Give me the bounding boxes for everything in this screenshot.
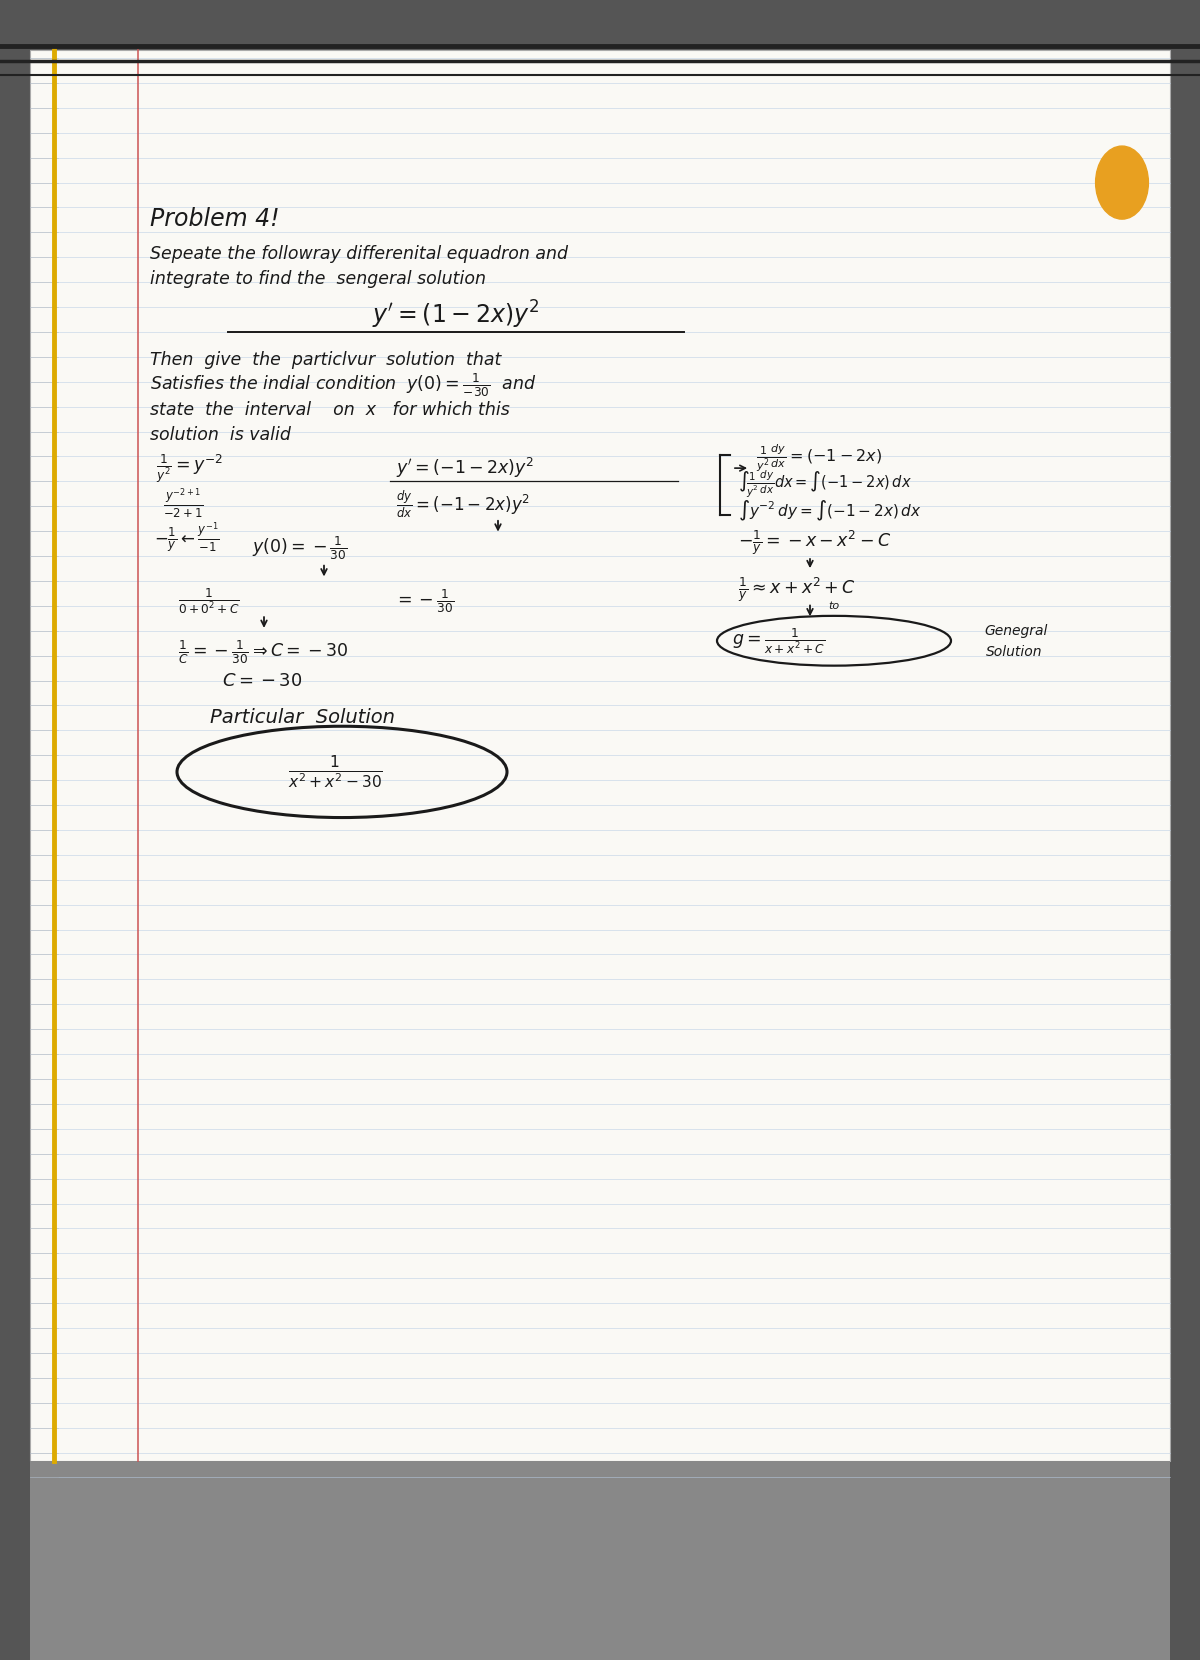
Circle shape	[1096, 146, 1148, 219]
Text: $\frac{1}{y} \approx x + x^2 + C$: $\frac{1}{y} \approx x + x^2 + C$	[738, 574, 856, 604]
Text: solution  is valid: solution is valid	[150, 427, 290, 443]
FancyBboxPatch shape	[30, 1461, 1170, 1660]
Text: $\frac{1}{0 + 0^2 + C}$: $\frac{1}{0 + 0^2 + C}$	[178, 586, 239, 616]
Text: Genegral: Genegral	[984, 624, 1048, 637]
Text: Particular  Solution: Particular Solution	[210, 707, 395, 727]
Text: integrate to find the  sengeral solution: integrate to find the sengeral solution	[150, 271, 486, 287]
Text: to: to	[828, 601, 839, 611]
FancyBboxPatch shape	[30, 50, 1170, 1461]
Text: $\frac{1}{x^2 + x^2 - 30}$: $\frac{1}{x^2 + x^2 - 30}$	[288, 754, 383, 790]
Text: $\frac{1}{C} = -\frac{1}{30}  \Rightarrow  C = -30$: $\frac{1}{C} = -\frac{1}{30} \Rightarrow…	[178, 639, 348, 666]
Text: $\frac{1}{y^2}\frac{dy}{dx} = (-1-2x)$: $\frac{1}{y^2}\frac{dy}{dx} = (-1-2x)$	[756, 442, 882, 475]
Text: $C = -30$: $C = -30$	[222, 672, 302, 689]
Text: $\int\!\frac{1}{y^2}\frac{dy}{dx}dx = \int(-1-2x)\,dx$: $\int\!\frac{1}{y^2}\frac{dy}{dx}dx = \i…	[738, 470, 912, 500]
Text: $\frac{y^{-2+1}}{-2+1}$: $\frac{y^{-2+1}}{-2+1}$	[163, 486, 204, 520]
Text: $= -\frac{1}{30}$: $= -\frac{1}{30}$	[394, 588, 454, 614]
Text: Sepeate the followray differenital equadron and: Sepeate the followray differenital equad…	[150, 246, 568, 262]
Text: Problem 4!: Problem 4!	[150, 208, 280, 231]
Text: $y(0) = -\frac{1}{30}$: $y(0) = -\frac{1}{30}$	[252, 535, 348, 561]
Text: $g = \frac{1}{x + x^2 + C}$: $g = \frac{1}{x + x^2 + C}$	[732, 626, 826, 656]
Text: $y' = (-1-2x)y^2$: $y' = (-1-2x)y^2$	[396, 457, 534, 480]
Text: $-\frac{1}{y} \leftarrow \frac{y^{-1}}{-1}$: $-\frac{1}{y} \leftarrow \frac{y^{-1}}{-…	[154, 521, 220, 554]
Text: $-\frac{1}{y} = -x - x^2 - C$: $-\frac{1}{y} = -x - x^2 - C$	[738, 528, 892, 558]
Text: $\frac{dy}{dx} = (-1-2x)y^2$: $\frac{dy}{dx} = (-1-2x)y^2$	[396, 488, 530, 521]
Text: Solution: Solution	[986, 646, 1043, 659]
Text: Then  give  the  particlvur  solution  that: Then give the particlvur solution that	[150, 352, 502, 369]
Text: $y' = (1-2x)y^2$: $y' = (1-2x)y^2$	[372, 299, 540, 332]
Text: $\int y^{-2}\,dy = \int(-1-2x)\,dx$: $\int y^{-2}\,dy = \int(-1-2x)\,dx$	[738, 500, 922, 523]
Text: $\frac{1}{y^2} = y^{-2}$: $\frac{1}{y^2} = y^{-2}$	[156, 452, 223, 485]
Text: state  the  interval    on  x   for which this: state the interval on x for which this	[150, 402, 510, 418]
Text: Satisfies the indial condition  $y(0) = \frac{1}{-30}$  and: Satisfies the indial condition $y(0) = \…	[150, 372, 536, 398]
